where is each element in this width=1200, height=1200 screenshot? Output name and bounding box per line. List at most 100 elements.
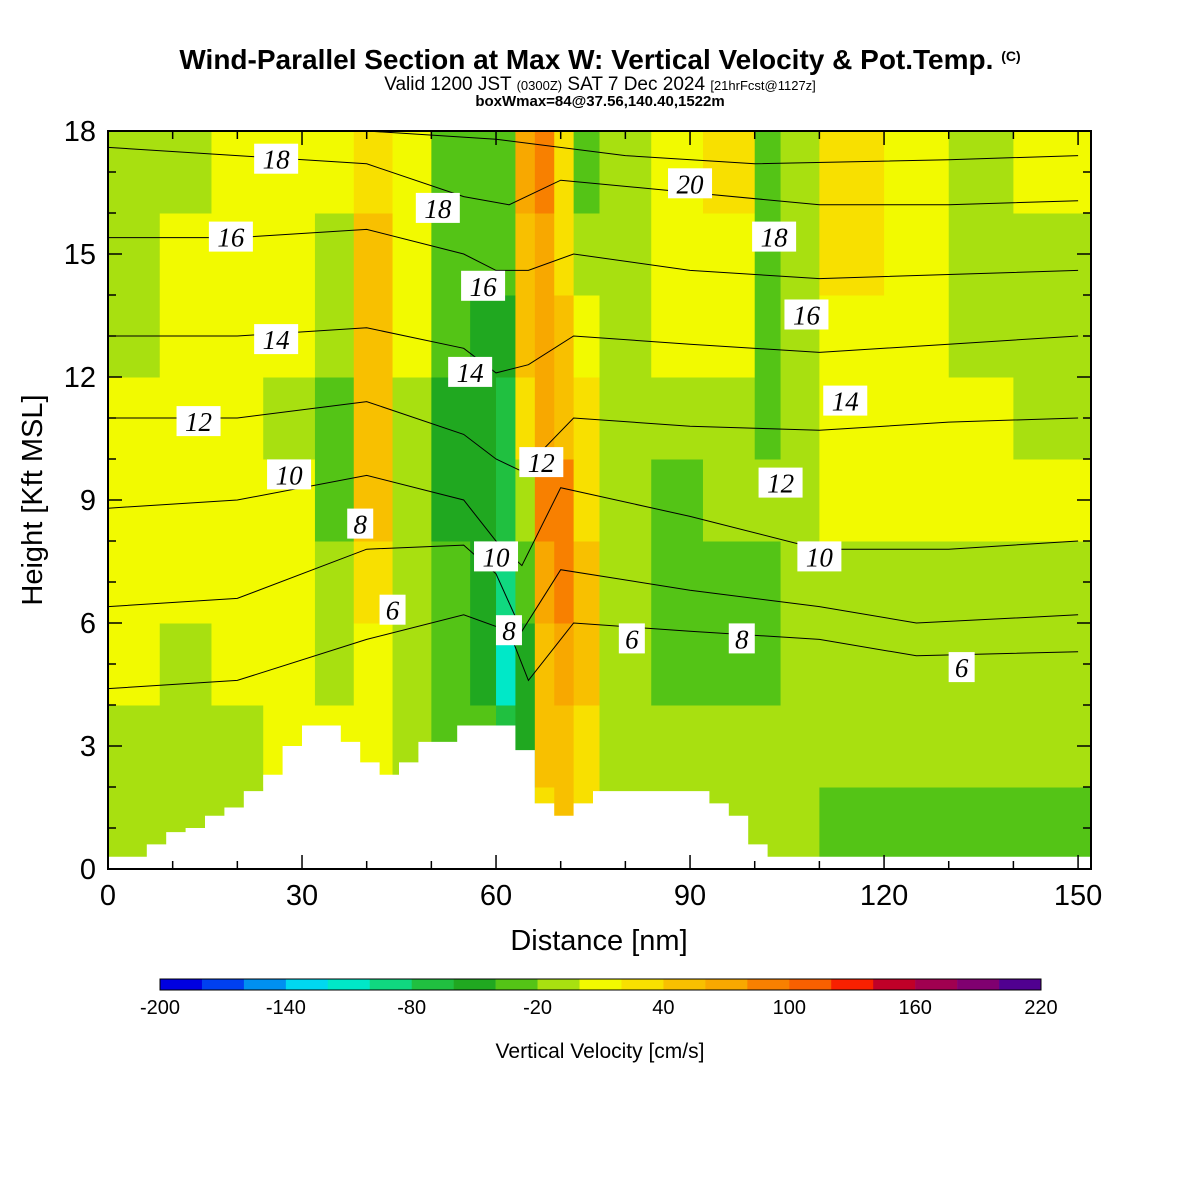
isentrope-label-text: 20 [677,169,705,199]
y-axis-label: Height [Kft MSL] [17,394,49,605]
colorbar-swatch [957,979,1000,990]
velocity-cell [884,377,950,460]
forecast-info: [21hrFcst@1127z] [710,78,816,93]
colorbar-swatch [369,979,413,990]
velocity-cell [159,623,212,706]
isentrope-label-text: 12 [185,407,212,437]
colorbar-swatch [285,979,329,990]
velocity-cell [515,377,536,460]
colorbar-label: Vertical Velocity [cm/s] [496,1040,705,1063]
isentrope-label-bg [379,594,406,625]
isentrope-label-bg [495,615,522,646]
velocity-cell [314,623,355,706]
velocity-cell [534,541,555,624]
x-tick-label: 60 [480,880,512,912]
valid-date: SAT 7 Dec 2024 [567,74,706,95]
velocity-cell [314,377,355,460]
isentrope-label-text: 18 [424,194,452,224]
velocity-cell [554,459,575,542]
colorbar-swatch [789,979,832,990]
colorbar-swatch [495,979,538,990]
isentrope-label-bg [752,221,797,252]
velocity-cell [573,541,600,624]
velocity-cell [884,705,950,788]
isentrope-label: 6 [948,652,975,683]
colorbar-swatch [537,979,580,990]
colorbar-swatch [243,979,287,990]
x-tick-label: 30 [286,880,318,912]
terrain-mask [108,725,1091,869]
colorbar-swatch [160,979,203,990]
velocity-cell [780,787,820,869]
velocity-cell [554,541,575,624]
isentrope-label: 16 [461,270,506,302]
isentrope-label-bg [823,385,868,416]
velocity-cell [431,623,471,706]
isentrope-line [108,146,1079,206]
velocity-cell [159,131,212,214]
velocity-cell [159,459,212,542]
isentrope-label-text: 8 [353,510,367,540]
velocity-cell [884,459,950,542]
velocity-cell [819,295,885,378]
isentrope-label: 18 [752,221,797,253]
isentrope-label-text: 6 [386,596,400,626]
colorbar-swatch [747,979,790,990]
terrain-shape [108,725,1091,869]
isentrope-label: 10 [474,541,519,572]
velocity-cell [948,459,1014,542]
colorbar-swatch [579,979,622,990]
velocity-cell [431,541,471,624]
velocity-cell [392,295,432,378]
isentrope-label-bg [948,652,975,683]
velocity-cell [651,459,704,542]
velocity-cell [470,131,497,214]
velocity-cell [1013,295,1091,378]
velocity-cell [159,213,212,296]
velocity-cell [314,213,355,296]
velocity-cell [819,131,885,214]
isentrope-label: 18 [415,192,460,224]
isentrope-label-bg [519,447,564,478]
isentrope-label-text: 10 [276,460,304,490]
velocity-cell [780,623,820,706]
velocity-cell [651,705,704,788]
velocity-cell [515,213,536,296]
y-tick-label: 0 [80,854,96,886]
isentrope-labels: 6 6 6 8 8 8 10 10 10 12 12 12 14 14 14 16 16 16 18 18 18 20 [176,143,975,683]
velocity-cell [470,377,497,460]
x-tick-label: 0 [100,880,116,912]
velocity-cell [884,295,950,378]
colorbar-tick-label: 40 [652,997,674,1019]
velocity-cell [651,623,704,706]
isentrope-label-bg [254,143,299,174]
x-axis-label: Distance [nm] [510,925,687,957]
isentrope-label-bg [618,623,645,654]
colorbar-swatch [453,979,496,990]
velocity-cell [353,213,394,296]
isentrope-label-text: 6 [625,624,639,654]
velocity-cell [211,705,264,788]
velocity-cell [948,377,1014,460]
velocity-cell [948,705,1014,788]
isentrope-label: 12 [758,467,803,499]
isentrope-label: 14 [823,385,868,417]
colorbar-swatch [663,979,706,990]
velocity-cell [211,541,264,624]
velocity-cell [314,131,355,214]
isentrope-label-bg [758,467,803,498]
colorbar-swatch [201,979,245,990]
y-tick-label: 15 [64,239,96,271]
isentrope-line [108,614,1079,690]
isentrope-label-text: 18 [761,223,789,253]
velocity-cell [534,459,555,542]
colorbar-swatch [873,979,916,990]
velocity-cell [599,213,652,296]
velocity-field [108,131,1091,869]
velocity-cell [754,705,782,788]
velocity-cell [819,459,885,542]
velocity-cell [108,623,161,706]
velocity-cell [599,705,652,788]
isentrope-label-text: 10 [806,542,834,572]
velocity-cell [263,213,316,296]
